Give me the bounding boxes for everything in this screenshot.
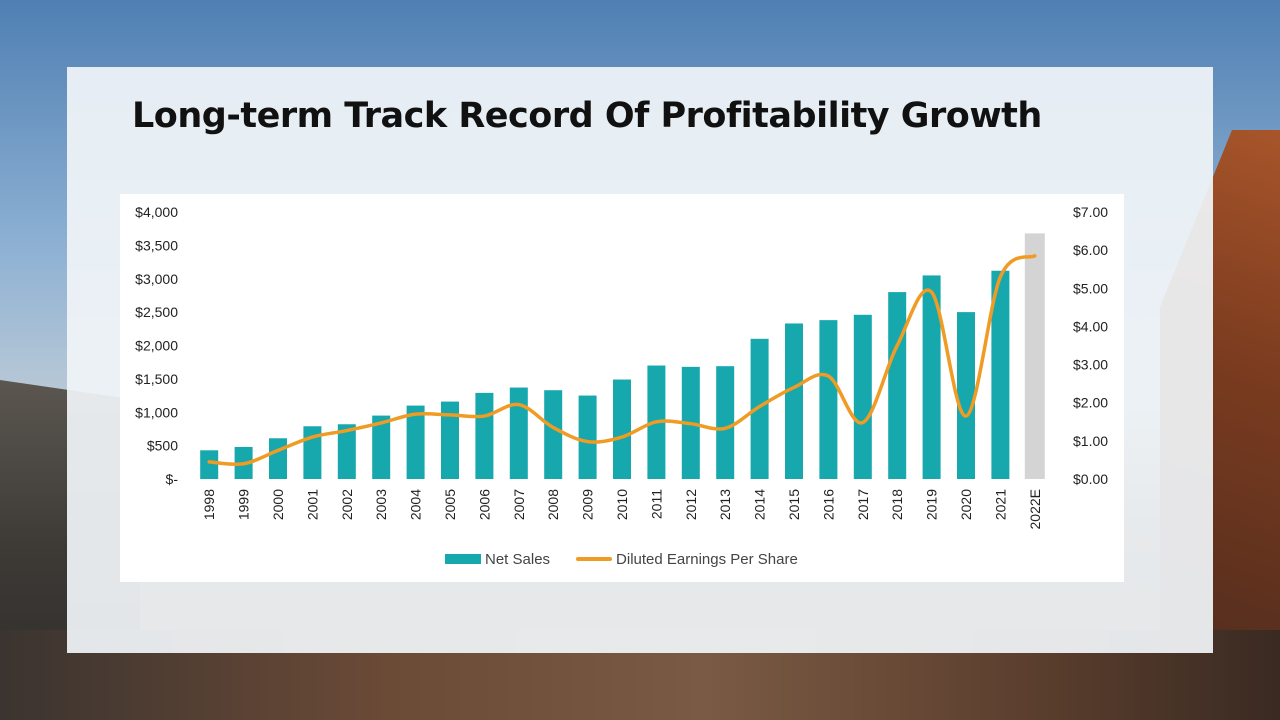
bar-net-sales (716, 366, 735, 479)
y-right-tick-label: $7.00 (1073, 204, 1108, 220)
line-diluted-eps (207, 254, 1037, 467)
x-tick-label: 2016 (820, 489, 836, 520)
bar-net-sales (200, 450, 219, 479)
x-tick-label: 2021 (992, 489, 1008, 520)
bar-net-sales (922, 275, 941, 479)
x-tick-label: 2011 (648, 489, 664, 519)
bar-net-sales (991, 270, 1010, 479)
bar-net-sales-estimate (1024, 233, 1045, 479)
x-tick-label: 2019 (924, 489, 940, 520)
legend-item-net-sales: Net Sales (445, 551, 550, 568)
bar-net-sales (578, 395, 597, 479)
legend-item-eps: Diluted Earnings Per Share (576, 551, 798, 568)
chart-container: $- $500 $1,000 $1,500 $2,000 $2,500 $3,000 $3,5… (120, 194, 1124, 582)
x-tick-label: 1999 (236, 489, 252, 520)
y-left-tick-label: $2,000 (135, 338, 178, 354)
x-tick-label: 2022E (1027, 489, 1043, 529)
y-right-tick-label: $2.00 (1073, 395, 1108, 411)
y-left-tick-label: $- (166, 471, 179, 487)
chart-legend: Net Sales Diluted Earnings Per Share (445, 549, 798, 569)
y-right-tick-label: $1.00 (1073, 433, 1108, 449)
bar-net-sales (957, 312, 975, 479)
bar-net-sales (613, 379, 631, 479)
slide-title: Long-term Track Record Of Profitability … (132, 96, 1042, 136)
x-tick-label: 2015 (786, 489, 802, 520)
y-left-tick-label: $4,000 (135, 204, 178, 220)
x-tick-label: 1998 (201, 489, 217, 520)
x-tick-label: 2014 (752, 489, 768, 520)
x-tick-label: 2009 (580, 489, 596, 520)
bar-net-sales (819, 320, 838, 479)
x-tick-label: 2020 (958, 489, 974, 520)
bar-net-sales (888, 292, 907, 479)
bar-net-sales (337, 424, 356, 479)
x-tick-label: 2004 (408, 489, 424, 520)
chart-svg: $- $500 $1,000 $1,500 $2,000 $2,500 $3,000 $3,5… (135, 204, 1108, 529)
y-left-tick-label: $1,000 (135, 404, 178, 420)
bar-net-sales (441, 401, 459, 479)
x-tick-label: 2002 (339, 489, 355, 520)
bar-net-sales (509, 387, 528, 479)
y-right-tick-label: $6.00 (1073, 242, 1108, 258)
bar-net-sales (269, 438, 287, 479)
legend-label-net-sales: Net Sales (485, 550, 551, 568)
x-tick-label: 2017 (855, 489, 871, 520)
bar-net-sales (372, 415, 391, 479)
y-left-tick-label: $500 (147, 438, 178, 454)
legend-swatch-eps (576, 557, 613, 561)
bar-net-sales (853, 314, 872, 479)
bar-net-sales (544, 390, 563, 479)
bar-net-sales (750, 338, 769, 479)
x-tick-label: 2005 (442, 489, 458, 520)
y-right-tick-label: $3.00 (1073, 357, 1108, 373)
x-tick-label: 2000 (270, 489, 286, 520)
x-tick-label: 2007 (511, 489, 527, 520)
legend-label-eps: Diluted Earnings Per Share (616, 550, 798, 568)
x-tick-label: 2003 (373, 489, 389, 520)
legend-swatch-net-sales (445, 554, 481, 564)
bar-net-sales (406, 405, 425, 479)
x-tick-label: 2001 (304, 489, 320, 520)
x-tick-label: 2018 (889, 489, 905, 520)
x-tick-label: 2012 (683, 489, 699, 520)
y-right-tick-label: $0.00 (1073, 471, 1108, 487)
y-left-tick-label: $1,500 (135, 371, 178, 387)
bar-net-sales (785, 323, 803, 479)
x-tick-label: 2013 (717, 489, 733, 520)
x-tick-label: 2006 (476, 489, 492, 520)
x-tick-label: 2010 (614, 489, 630, 520)
x-tick-label: 2008 (545, 489, 561, 520)
y-left-tick-label: $3,000 (135, 271, 178, 287)
y-left-tick-label: $2,500 (135, 304, 178, 320)
bar-net-sales (475, 392, 494, 479)
y-right-tick-label: $5.00 (1073, 280, 1108, 296)
y-right-tick-label: $4.00 (1073, 318, 1108, 334)
y-left-tick-label: $3,500 (135, 237, 178, 253)
